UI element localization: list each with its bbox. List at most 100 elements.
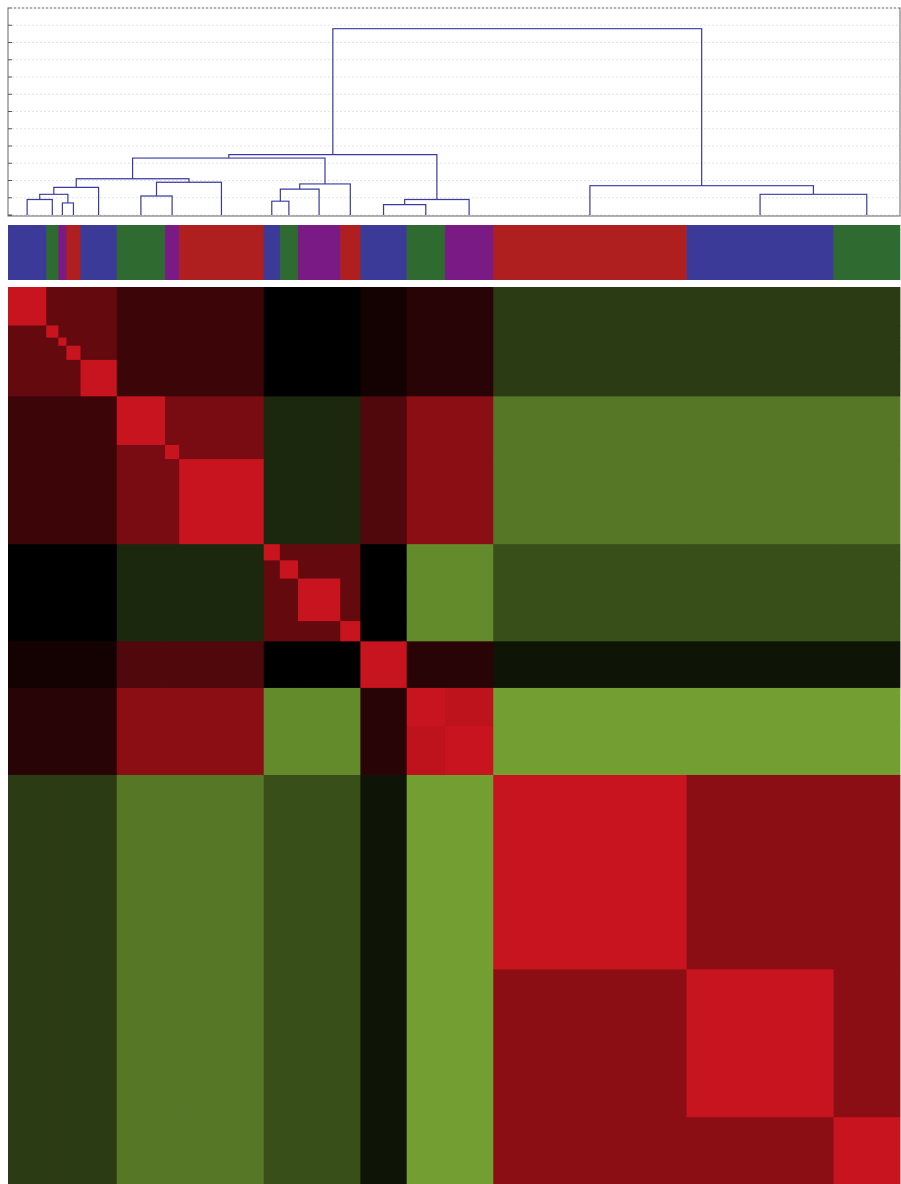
heatmap-cell: [493, 544, 687, 561]
heatmap-cell: [493, 345, 687, 361]
heatmap-cell: [46, 345, 59, 361]
heatmap-cell: [165, 359, 180, 397]
heatmap-cell: [80, 774, 118, 970]
heatmap-cell: [444, 325, 494, 339]
heatmap-cell: [8, 544, 47, 561]
heatmap-cell: [8, 325, 47, 339]
heatmap-cell: [686, 325, 834, 339]
heatmap-cell: [360, 459, 408, 545]
heatmap-cell: [263, 444, 281, 460]
heatmap-cell: [686, 287, 834, 326]
heatmap-cell: [340, 345, 361, 361]
heatmap-cell: [165, 687, 180, 727]
heatmap-cell: [340, 544, 361, 561]
heatmap-cell: [165, 544, 180, 561]
heatmap-cell: [279, 459, 299, 545]
heatmap-cell: [116, 969, 166, 1118]
group-bar: [340, 225, 361, 280]
heatmap-cell: [686, 726, 834, 776]
heatmap-cell: [116, 1117, 166, 1184]
heatmap-cell: [8, 969, 47, 1118]
heatmap-cell: [493, 359, 687, 397]
heatmap-cell: [493, 687, 687, 727]
heatmap-cell: [66, 578, 81, 622]
heatmap-cell: [406, 560, 446, 579]
group-bar: [58, 225, 67, 280]
heatmap-cell: [340, 621, 361, 642]
heatmap-cell: [686, 396, 834, 446]
heatmap-cell: [833, 459, 901, 545]
heatmap-cell: [263, 726, 281, 776]
heatmap-cell: [165, 337, 180, 347]
heatmap-cell: [493, 578, 687, 622]
heatmap-cell: [297, 459, 341, 545]
heatmap-cell: [58, 969, 67, 1118]
heatmap-cell: [406, 444, 446, 460]
heatmap-cell: [8, 359, 47, 397]
heatmap-cell: [406, 287, 446, 326]
heatmap-cell: [406, 969, 446, 1118]
heatmap-cell: [8, 687, 47, 727]
heatmap-cell: [46, 641, 59, 689]
heatmap-cell: [179, 641, 265, 689]
heatmap-cell: [165, 774, 180, 970]
heatmap-cell: [279, 726, 299, 776]
group-bar: [406, 225, 446, 280]
heatmap-cell: [406, 578, 446, 622]
heatmap-cell: [165, 578, 180, 622]
heatmap-cell: [179, 287, 265, 326]
heatmap-cell: [340, 774, 361, 970]
heatmap-cell: [297, 359, 341, 397]
heatmap-cell: [116, 359, 166, 397]
heatmap-cell: [406, 1117, 446, 1184]
heatmap-cell: [297, 641, 341, 689]
heatmap-cell: [58, 774, 67, 970]
heatmap-cell: [263, 337, 281, 347]
heatmap-cell: [686, 621, 834, 642]
heatmap-cell: [360, 544, 408, 561]
dendrogram-link: [279, 188, 320, 215]
group-bar: [165, 225, 180, 280]
heatmap-cell: [116, 287, 166, 326]
heatmap-cell: [58, 726, 67, 776]
heatmap-cell: [46, 287, 59, 326]
heatmap-cell: [46, 544, 59, 561]
group-bar: [493, 225, 687, 280]
heatmap-cell: [263, 641, 281, 689]
heatmap-cell: [686, 459, 834, 545]
heatmap-cell: [833, 1117, 901, 1184]
heatmap-cell: [116, 560, 166, 579]
heatmap-cell: [279, 578, 299, 622]
heatmap-cell: [46, 560, 59, 579]
heatmap-cell: [8, 1117, 47, 1184]
group-bar: [46, 225, 59, 280]
heatmap-cell: [340, 560, 361, 579]
heatmap-cell: [58, 544, 67, 561]
heatmap-cell: [80, 287, 118, 326]
heatmap-cell: [263, 969, 281, 1118]
heatmap-cell: [297, 396, 341, 446]
heatmap-cell: [340, 287, 361, 326]
heatmap-cell: [340, 444, 361, 460]
heatmap-cell: [360, 1117, 408, 1184]
heatmap-cell: [179, 345, 265, 361]
heatmap-cell: [46, 396, 59, 446]
heatmap-cell: [686, 641, 834, 689]
heatmap-cell: [263, 325, 281, 339]
heatmap-cell: [179, 621, 265, 642]
heatmap-cell: [833, 359, 901, 397]
heatmap-cell: [297, 345, 341, 361]
heatmap-cell: [179, 359, 265, 397]
heatmap-cell: [58, 325, 67, 339]
group-bar: [279, 225, 299, 280]
heatmap-cell: [66, 287, 81, 326]
heatmap-cell: [686, 359, 834, 397]
dendrogram-link: [271, 200, 290, 215]
heatmap-cell: [80, 337, 118, 347]
group-bar: [263, 225, 281, 280]
heatmap-cell: [297, 774, 341, 970]
heatmap-cell: [279, 621, 299, 642]
heatmap-cell: [80, 969, 118, 1118]
heatmap-cell: [66, 726, 81, 776]
heatmap-cell: [340, 969, 361, 1118]
